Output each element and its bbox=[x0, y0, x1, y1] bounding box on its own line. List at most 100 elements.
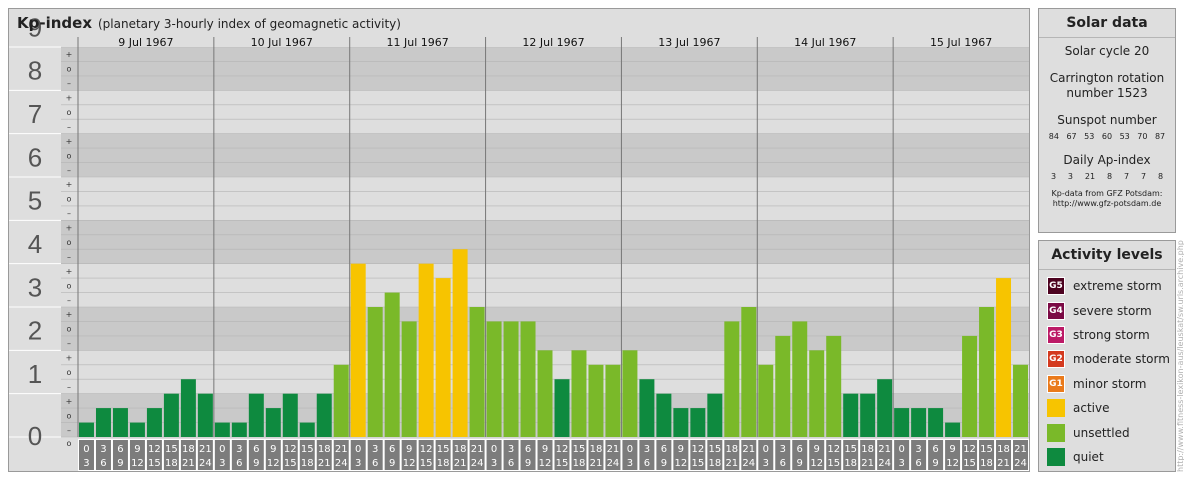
minor-tick-label: – bbox=[67, 382, 71, 391]
hour-label-top: 21 bbox=[742, 444, 755, 455]
hour-label-bottom: 3 bbox=[763, 458, 769, 469]
sunspot-values: 84 67 53 60 53 70 87 bbox=[1039, 132, 1175, 141]
hour-label-bottom: 6 bbox=[915, 458, 921, 469]
hour-label-bottom: 21 bbox=[861, 458, 874, 469]
day-label: 13 Jul 1967 bbox=[658, 36, 720, 49]
hour-label-bottom: 3 bbox=[898, 458, 904, 469]
kp-bar bbox=[537, 350, 553, 437]
kp-bar bbox=[877, 379, 893, 437]
hour-label-top: 9 bbox=[542, 444, 548, 455]
hour-label-bottom: 12 bbox=[403, 458, 416, 469]
minor-tick-label: + bbox=[66, 137, 73, 146]
hour-cell bbox=[877, 440, 893, 470]
minor-tick-label: + bbox=[66, 354, 73, 363]
kp-bar bbox=[469, 307, 485, 437]
y-tick-label: 0 bbox=[28, 421, 42, 451]
ap-value: 3 bbox=[1050, 172, 1057, 181]
hour-label-bottom: 12 bbox=[946, 458, 959, 469]
minor-tick-label: + bbox=[66, 224, 73, 233]
hour-cell bbox=[1013, 440, 1028, 470]
day-label: 14 Jul 1967 bbox=[794, 36, 856, 49]
hour-label-bottom: 18 bbox=[980, 458, 993, 469]
kp-bar bbox=[945, 422, 961, 437]
hour-label-bottom: 21 bbox=[590, 458, 603, 469]
hour-label-top: 18 bbox=[590, 444, 603, 455]
ap-value: 3 bbox=[1067, 172, 1074, 181]
hour-label-top: 9 bbox=[678, 444, 684, 455]
hour-label-top: 9 bbox=[406, 444, 412, 455]
hour-cell bbox=[520, 440, 536, 470]
hour-cell bbox=[384, 440, 400, 470]
activity-level-item: G1 minor storm bbox=[1039, 372, 1175, 396]
kp-bar bbox=[316, 393, 332, 437]
hour-label-top: 0 bbox=[83, 444, 89, 455]
kp-bar bbox=[707, 393, 723, 437]
minor-tick-label: o bbox=[67, 281, 72, 290]
kp-bar bbox=[163, 393, 179, 437]
ap-label: Daily Ap-index bbox=[1063, 153, 1151, 167]
hour-label-top: 15 bbox=[165, 444, 178, 455]
minor-tick-label: – bbox=[67, 296, 71, 305]
hour-label-top: 9 bbox=[134, 444, 140, 455]
kp-bar bbox=[911, 408, 927, 437]
hour-cell bbox=[588, 440, 604, 470]
level-label: minor storm bbox=[1073, 376, 1147, 391]
hour-label-bottom: 3 bbox=[355, 458, 361, 469]
kp-bar bbox=[673, 408, 689, 437]
hour-cell bbox=[333, 440, 349, 470]
watermark: http://www.fitness-lexikon-aus/leuskat/s… bbox=[1176, 240, 1184, 472]
hour-cell bbox=[911, 440, 927, 470]
level-label: quiet bbox=[1073, 449, 1104, 464]
kp-bar bbox=[197, 393, 213, 437]
sunspot-label: Sunspot number bbox=[1057, 113, 1157, 127]
kp-bar bbox=[775, 335, 791, 437]
hour-label-bottom: 21 bbox=[725, 458, 738, 469]
kp-bar bbox=[639, 379, 655, 437]
kp-bar bbox=[299, 422, 315, 437]
hour-label-bottom: 6 bbox=[644, 458, 650, 469]
solar-data-panel: Solar data Solar cycle 20 Carrington rot… bbox=[1038, 8, 1176, 233]
hour-cell bbox=[180, 440, 196, 470]
hour-cell bbox=[826, 440, 842, 470]
hour-cell bbox=[503, 440, 519, 470]
hour-label-top: 6 bbox=[525, 444, 531, 455]
hour-cell bbox=[707, 440, 723, 470]
activity-level-item: G5 extreme storm bbox=[1039, 274, 1175, 298]
hour-label-top: 6 bbox=[661, 444, 667, 455]
hour-label-top: 3 bbox=[372, 444, 378, 455]
y-tick-label: 8 bbox=[28, 56, 42, 86]
minor-tick-label: o bbox=[67, 195, 72, 204]
hour-cell bbox=[690, 440, 706, 470]
hour-label-top: 6 bbox=[117, 444, 123, 455]
hour-label-bottom: 15 bbox=[420, 458, 433, 469]
ap-value: 21 bbox=[1084, 172, 1096, 181]
hour-label-top: 3 bbox=[508, 444, 514, 455]
hour-label-bottom: 18 bbox=[437, 458, 450, 469]
activity-levels-list: G5 extreme storm G4 severe storm G3 strong st… bbox=[1039, 270, 1175, 469]
kp-bar bbox=[401, 321, 417, 437]
hour-label-bottom: 18 bbox=[573, 458, 586, 469]
solar-cycle: Solar cycle 20 bbox=[1064, 44, 1150, 58]
minor-tick-label: – bbox=[67, 79, 71, 88]
hour-cell bbox=[129, 440, 145, 470]
hour-cell bbox=[979, 440, 995, 470]
hour-label-bottom: 9 bbox=[797, 458, 803, 469]
grid-band bbox=[61, 263, 1029, 307]
hour-cell bbox=[350, 440, 366, 470]
hour-cell bbox=[214, 440, 230, 470]
minor-tick-label: – bbox=[67, 339, 71, 348]
hour-cell bbox=[112, 440, 128, 470]
hour-label-top: 6 bbox=[253, 444, 259, 455]
hour-label-top: 18 bbox=[861, 444, 874, 455]
hour-label-bottom: 18 bbox=[708, 458, 721, 469]
kp-bar bbox=[333, 364, 349, 437]
hour-label-top: 18 bbox=[182, 444, 195, 455]
minor-tick-label: o bbox=[67, 238, 72, 247]
kp-bar bbox=[129, 422, 145, 437]
kp-bar bbox=[503, 321, 519, 437]
hour-cell bbox=[163, 440, 179, 470]
hour-cell bbox=[996, 440, 1012, 470]
kp-bar bbox=[724, 321, 740, 437]
kp-bar bbox=[282, 393, 298, 437]
hour-label-top: 15 bbox=[980, 444, 993, 455]
